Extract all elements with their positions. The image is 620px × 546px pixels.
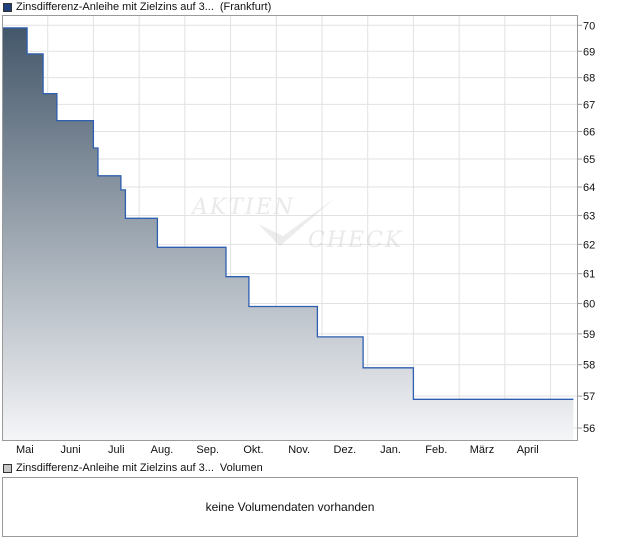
volume-empty-message: keine Volumendaten vorhanden bbox=[205, 500, 375, 514]
volume-legend: Zinsdifferenz-Anleihe mit Zielzins auf 3… bbox=[3, 461, 263, 475]
y-tick-label: 62 bbox=[583, 239, 595, 251]
x-tick-label: Feb. bbox=[425, 444, 447, 456]
y-tick-label: 66 bbox=[583, 126, 595, 138]
price-legend-name: Zinsdifferenz-Anleihe mit Zielzins auf 3… bbox=[16, 1, 214, 13]
price-chart: AKTIEN CHECK 56 57 58 59 60 61 62 63 64 65 66 67 68 69 7… bbox=[2, 15, 595, 456]
watermark-text-check: CHECK bbox=[308, 228, 403, 253]
x-tick-label: Aug. bbox=[151, 444, 174, 456]
y-tick-label: 63 bbox=[583, 210, 595, 222]
x-tick-label: Juli bbox=[108, 444, 125, 456]
series-line bbox=[2, 27, 574, 400]
y-tick-label: 61 bbox=[583, 269, 595, 281]
series-area bbox=[2, 27, 574, 442]
x-tick-label: Nov. bbox=[288, 444, 310, 456]
y-tick-label: 68 bbox=[583, 73, 595, 85]
x-tick-label: Okt. bbox=[243, 444, 263, 456]
volume-legend-swatch bbox=[3, 463, 12, 473]
x-tick-label: Mai bbox=[16, 444, 34, 456]
volume-legend-label: Volumen bbox=[219, 462, 263, 474]
y-tick-label: 57 bbox=[583, 391, 595, 403]
volume-panel: keine Volumendaten vorhanden bbox=[2, 477, 578, 537]
y-tick-label: 70 bbox=[583, 20, 595, 32]
price-legend-swatch bbox=[3, 2, 12, 12]
watermark-check-icon bbox=[258, 198, 335, 246]
x-tick-label: März bbox=[470, 444, 494, 456]
x-tick-label: Juni bbox=[60, 444, 80, 456]
x-tick-label: Sep. bbox=[196, 444, 219, 456]
y-tick-label: 69 bbox=[583, 46, 595, 58]
y-tick-label: 58 bbox=[583, 360, 595, 372]
plot-border bbox=[2, 15, 578, 441]
x-tick-label: April bbox=[517, 444, 539, 456]
y-tick-label: 56 bbox=[583, 423, 595, 435]
x-tick-label: Dez. bbox=[334, 444, 357, 456]
y-tick-label: 60 bbox=[583, 299, 595, 311]
y-tick-label: 64 bbox=[583, 182, 595, 194]
watermark: AKTIEN CHECK bbox=[190, 195, 403, 253]
price-legend: Zinsdifferenz-Anleihe mit Zielzins auf 3… bbox=[3, 0, 271, 14]
y-tick-label: 65 bbox=[583, 154, 595, 166]
watermark-text-aktien: AKTIEN bbox=[190, 195, 295, 220]
volume-legend-name: Zinsdifferenz-Anleihe mit Zielzins auf 3… bbox=[16, 462, 214, 474]
x-tick-label: Jan. bbox=[380, 444, 401, 456]
y-tick-label: 67 bbox=[583, 99, 595, 111]
y-tick-label: 59 bbox=[583, 329, 595, 341]
price-legend-exchange: (Frankfurt) bbox=[219, 1, 272, 13]
